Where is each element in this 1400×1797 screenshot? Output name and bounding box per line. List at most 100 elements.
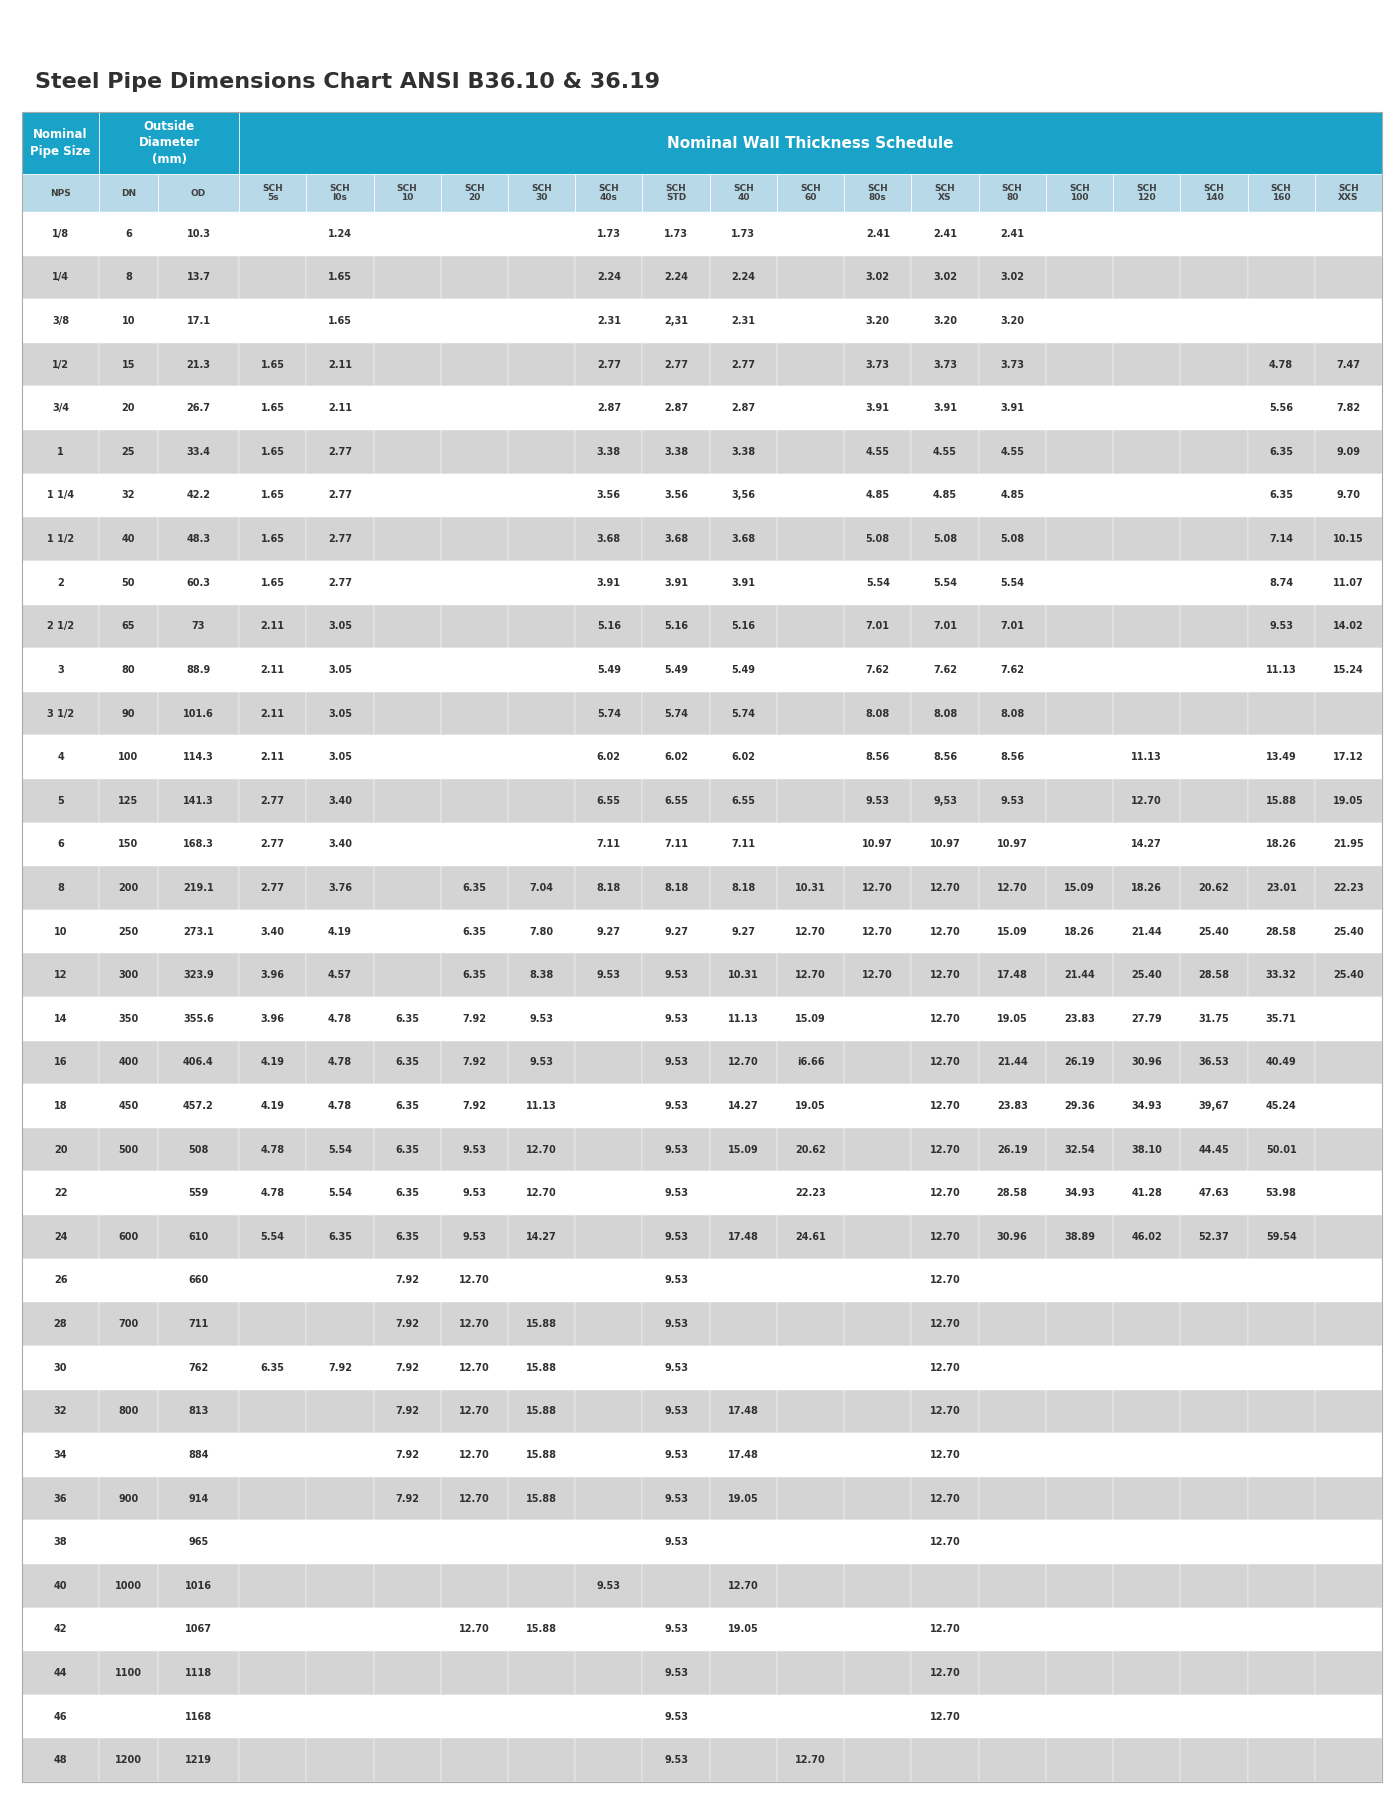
- Text: 3.91: 3.91: [664, 577, 687, 588]
- Text: 5.08: 5.08: [865, 534, 890, 544]
- Bar: [1180, 866, 1247, 909]
- Text: 12.70: 12.70: [728, 1581, 759, 1590]
- Bar: [374, 386, 441, 429]
- Bar: [911, 255, 979, 300]
- Bar: [1180, 1084, 1247, 1129]
- Bar: [911, 1215, 979, 1258]
- Text: 2.41: 2.41: [1000, 228, 1025, 239]
- Bar: [1180, 735, 1247, 778]
- Bar: [710, 1129, 777, 1172]
- Bar: [508, 212, 575, 255]
- Text: 3.05: 3.05: [328, 665, 351, 676]
- Bar: [158, 1738, 239, 1783]
- Bar: [508, 692, 575, 735]
- Text: 4.19: 4.19: [260, 1057, 284, 1067]
- Text: 44.45: 44.45: [1198, 1145, 1229, 1155]
- Bar: [22, 474, 99, 518]
- Text: 23.83: 23.83: [997, 1102, 1028, 1111]
- Text: 34.93: 34.93: [1064, 1188, 1095, 1199]
- Text: 50: 50: [122, 577, 136, 588]
- Bar: [22, 909, 99, 954]
- Bar: [239, 604, 307, 649]
- Bar: [1247, 1172, 1315, 1215]
- Bar: [710, 866, 777, 909]
- Bar: [1046, 1520, 1113, 1563]
- Bar: [710, 343, 777, 386]
- Bar: [575, 1215, 643, 1258]
- Bar: [575, 1389, 643, 1434]
- Bar: [1315, 1738, 1382, 1783]
- Bar: [99, 474, 158, 518]
- Text: 30: 30: [53, 1362, 67, 1373]
- Bar: [911, 429, 979, 474]
- Bar: [22, 866, 99, 909]
- Text: 25.40: 25.40: [1131, 970, 1162, 979]
- Text: 12.70: 12.70: [930, 927, 960, 936]
- Text: 9.53: 9.53: [664, 1145, 687, 1155]
- Bar: [575, 778, 643, 823]
- Bar: [1180, 997, 1247, 1040]
- Bar: [158, 1563, 239, 1608]
- Bar: [1247, 866, 1315, 909]
- Bar: [441, 343, 508, 386]
- Text: 3.91: 3.91: [1000, 403, 1025, 413]
- Bar: [1315, 474, 1382, 518]
- Text: 19.05: 19.05: [795, 1102, 826, 1111]
- Bar: [374, 343, 441, 386]
- Bar: [1247, 1608, 1315, 1651]
- Bar: [508, 255, 575, 300]
- Bar: [1247, 778, 1315, 823]
- Text: 508: 508: [188, 1145, 209, 1155]
- Bar: [1247, 429, 1315, 474]
- Text: 53.98: 53.98: [1266, 1188, 1296, 1199]
- Bar: [911, 1434, 979, 1477]
- Bar: [575, 1608, 643, 1651]
- Bar: [374, 1040, 441, 1084]
- Bar: [643, 866, 710, 909]
- Bar: [979, 604, 1046, 649]
- Bar: [508, 1608, 575, 1651]
- Bar: [1113, 1738, 1180, 1783]
- Text: 3.76: 3.76: [328, 882, 351, 893]
- Bar: [1046, 692, 1113, 735]
- Bar: [844, 1215, 911, 1258]
- Text: 4.55: 4.55: [932, 447, 958, 456]
- Bar: [22, 1346, 99, 1389]
- Bar: [374, 174, 441, 212]
- Text: 2.77: 2.77: [328, 447, 351, 456]
- Bar: [1315, 212, 1382, 255]
- Text: 9.53: 9.53: [664, 1493, 687, 1504]
- Text: 14.27: 14.27: [1131, 839, 1162, 850]
- Bar: [710, 909, 777, 954]
- Text: 48.3: 48.3: [186, 534, 210, 544]
- Bar: [575, 343, 643, 386]
- Bar: [374, 1303, 441, 1346]
- Bar: [158, 343, 239, 386]
- Bar: [1247, 212, 1315, 255]
- Bar: [307, 1215, 374, 1258]
- Bar: [158, 1434, 239, 1477]
- Bar: [777, 1215, 844, 1258]
- Bar: [1180, 300, 1247, 343]
- Bar: [508, 1434, 575, 1477]
- Text: 12.70: 12.70: [930, 1493, 960, 1504]
- Bar: [777, 1434, 844, 1477]
- Bar: [1247, 343, 1315, 386]
- Bar: [1315, 1695, 1382, 1738]
- Text: 2.11: 2.11: [260, 665, 284, 676]
- Bar: [441, 778, 508, 823]
- Text: 13.7: 13.7: [186, 273, 210, 282]
- Bar: [374, 823, 441, 866]
- Bar: [374, 1651, 441, 1695]
- Bar: [575, 1563, 643, 1608]
- Bar: [777, 386, 844, 429]
- Bar: [374, 649, 441, 692]
- Bar: [1247, 255, 1315, 300]
- Text: 15.88: 15.88: [526, 1450, 557, 1459]
- Bar: [22, 604, 99, 649]
- Bar: [508, 174, 575, 212]
- Text: 9.53: 9.53: [462, 1145, 486, 1155]
- Bar: [158, 1040, 239, 1084]
- Text: 22.23: 22.23: [1333, 882, 1364, 893]
- Bar: [844, 997, 911, 1040]
